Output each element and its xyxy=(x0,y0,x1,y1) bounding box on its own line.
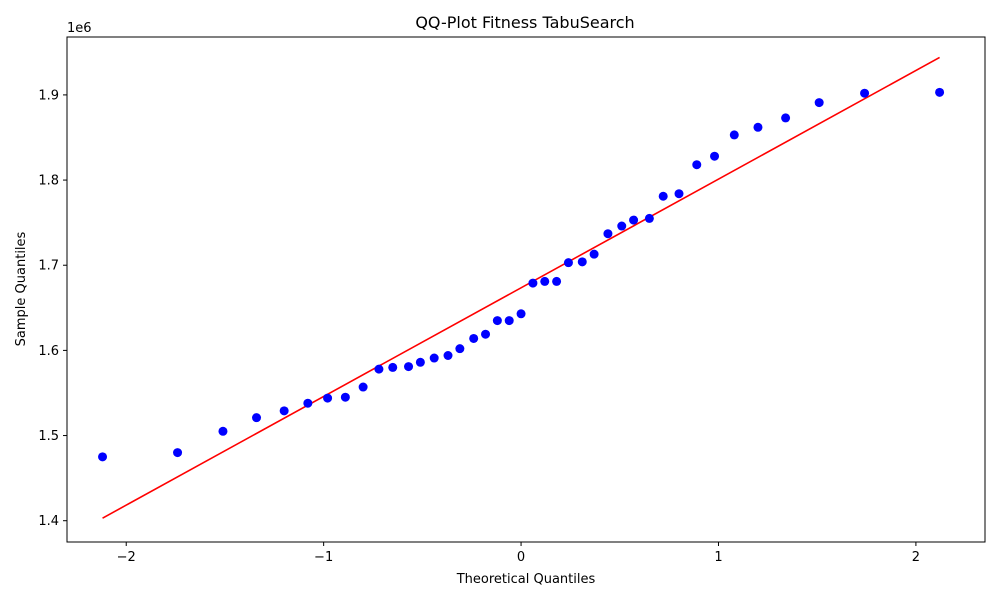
data-point xyxy=(415,357,425,367)
reference-line xyxy=(102,56,940,519)
y-tick-label: 1.4 xyxy=(38,514,59,529)
chart-title: QQ-Plot Fitness TabuSearch xyxy=(415,13,634,32)
data-point xyxy=(603,229,613,239)
data-point xyxy=(481,329,491,339)
data-point xyxy=(781,113,791,123)
data-point xyxy=(692,160,702,170)
data-point xyxy=(617,221,627,231)
x-tick-label: −2 xyxy=(117,550,136,565)
x-axis-label: Theoretical Quantiles xyxy=(456,572,596,587)
plot-area xyxy=(98,56,945,519)
data-point xyxy=(644,213,654,223)
plot-frame xyxy=(66,36,986,543)
y-axis-offset-label: 1e6 xyxy=(67,21,92,36)
data-point xyxy=(729,130,739,140)
data-point xyxy=(629,215,639,225)
data-point xyxy=(279,406,289,416)
data-point xyxy=(218,426,228,436)
y-tick-label: 1.9 xyxy=(38,88,59,103)
data-point xyxy=(455,344,465,354)
data-point xyxy=(252,413,262,423)
data-point xyxy=(323,393,333,403)
data-point xyxy=(552,276,562,286)
x-tick-label: −1 xyxy=(314,550,333,565)
y-axis: 1.4 1.5 1.6 1.7 1.8 1.9 xyxy=(38,88,67,529)
data-point xyxy=(443,350,453,360)
data-point xyxy=(516,309,526,319)
y-axis-label: Sample Quantiles xyxy=(14,231,29,346)
data-point xyxy=(173,448,183,458)
data-point xyxy=(577,257,587,267)
data-point xyxy=(504,316,514,326)
y-tick-label: 1.7 xyxy=(38,259,59,274)
data-point xyxy=(540,276,550,286)
data-point xyxy=(388,362,398,372)
data-point xyxy=(492,316,502,326)
y-tick-label: 1.6 xyxy=(38,344,59,359)
data-point xyxy=(358,382,368,392)
data-point xyxy=(429,353,439,363)
data-point xyxy=(674,189,684,199)
data-point xyxy=(710,151,720,161)
data-point xyxy=(860,88,870,98)
data-point xyxy=(658,191,668,201)
x-tick-label: 1 xyxy=(714,550,722,565)
y-tick-label: 1.8 xyxy=(38,174,59,189)
data-point xyxy=(404,362,414,372)
y-tick-label: 1.5 xyxy=(38,429,59,444)
data-point xyxy=(303,398,313,408)
data-point xyxy=(563,258,573,268)
data-point xyxy=(469,333,479,343)
data-point xyxy=(340,392,350,402)
data-point xyxy=(814,98,824,108)
x-tick-label: 0 xyxy=(517,550,525,565)
data-point xyxy=(753,122,763,132)
data-point xyxy=(935,87,945,97)
data-point xyxy=(98,452,108,462)
data-point xyxy=(589,249,599,259)
x-axis: −2 −1 0 1 2 xyxy=(117,542,920,565)
x-tick-label: 2 xyxy=(912,550,920,565)
data-point xyxy=(374,364,384,374)
data-point xyxy=(528,278,538,288)
